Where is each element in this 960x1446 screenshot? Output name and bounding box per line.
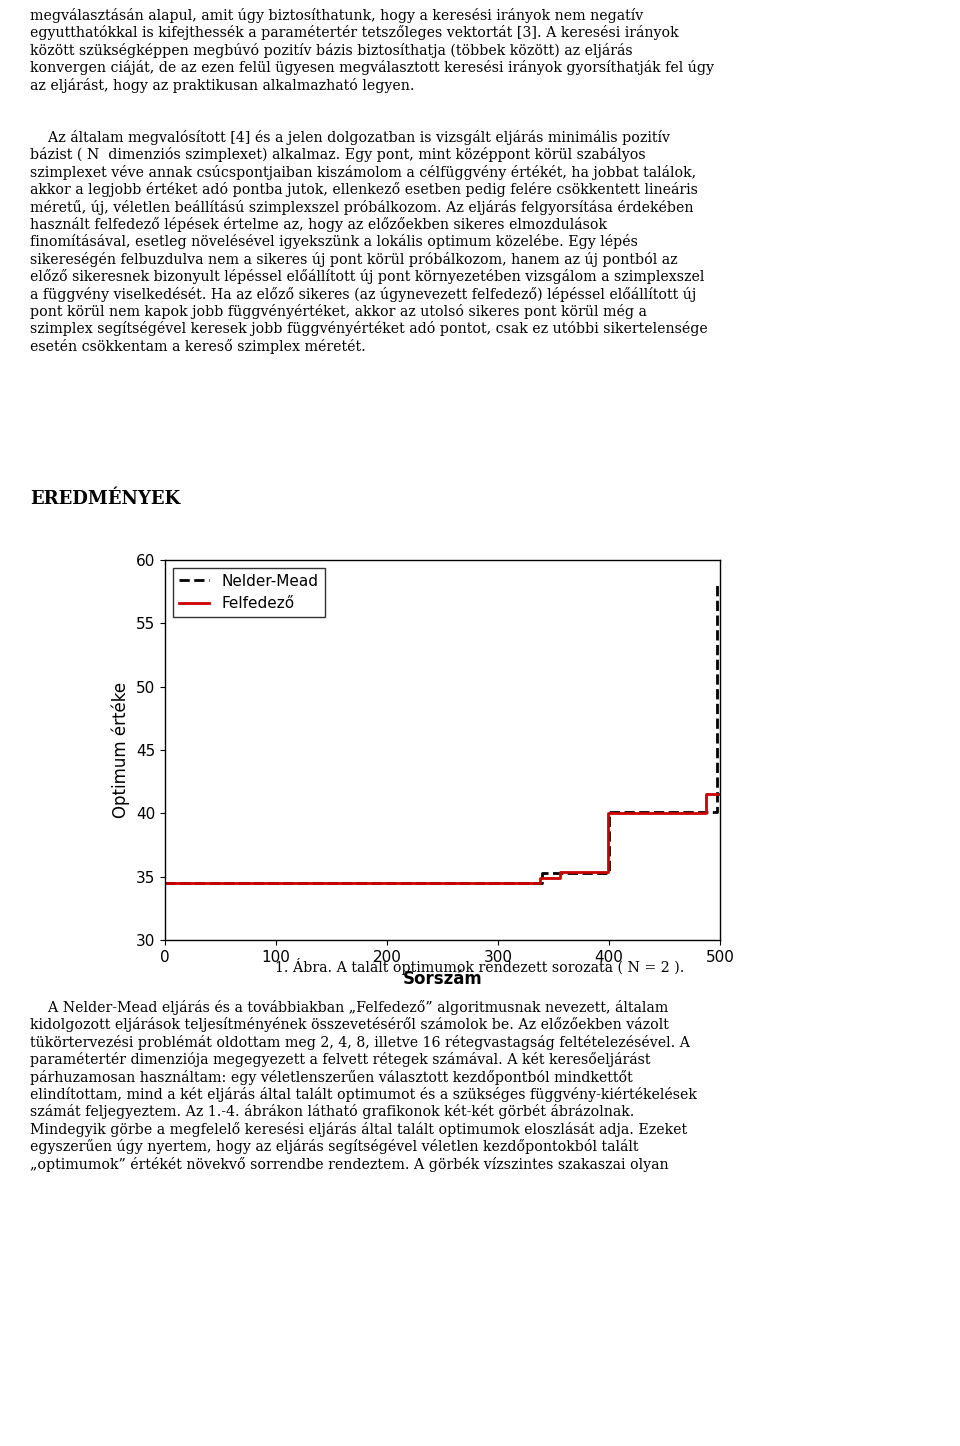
Text: 1. Ábra. A talált optimumok rendezett sorozata ( N = 2 ).: 1. Ábra. A talált optimumok rendezett so… <box>276 959 684 975</box>
Nelder-Mead <box>714 577 726 594</box>
Nelder-Mead <box>537 865 548 882</box>
Line: Nelder-Mead: Nelder-Mead <box>165 586 720 884</box>
Nelder-Mead <box>603 804 614 821</box>
Text: A Nelder-Mead eljárás és a továbbiakban „Felfedező” algoritmusnak nevezett, álta: A Nelder-Mead eljárás és a továbbiakban … <box>30 1001 697 1171</box>
Legend: Nelder-Mead, Felfedező: Nelder-Mead, Felfedező <box>173 568 324 617</box>
Felfedező <box>700 785 711 803</box>
Line: Felfedező: Felfedező <box>165 794 720 884</box>
Felfedező <box>535 869 546 886</box>
Text: Az általam megvalósított [4] és a jelen dolgozatban is vizsgált eljárás minimáli: Az általam megvalósított [4] és a jelen … <box>30 130 708 354</box>
Nelder-Mead <box>711 577 723 594</box>
Nelder-Mead <box>603 865 614 882</box>
Text: megválasztásán alapul, amit úgy biztosíthatunk, hogy a keresési irányok nem nega: megválasztásán alapul, amit úgy biztosít… <box>30 9 714 93</box>
X-axis label: Sorszám: Sorszám <box>402 970 482 988</box>
Nelder-Mead <box>537 875 548 892</box>
Felfedező <box>602 804 613 821</box>
Nelder-Mead <box>557 865 568 882</box>
Felfedező <box>159 875 171 892</box>
Felfedező <box>535 875 546 892</box>
Felfedező <box>700 804 711 821</box>
Nelder-Mead <box>159 875 171 892</box>
Felfedező <box>555 869 566 886</box>
Felfedező <box>555 863 566 881</box>
Text: EREDMÉNYEK: EREDMÉNYEK <box>30 490 180 508</box>
Felfedező <box>602 863 613 881</box>
Y-axis label: Optimum értéke: Optimum értéke <box>112 683 131 818</box>
Nelder-Mead <box>557 865 568 882</box>
Nelder-Mead <box>711 804 723 821</box>
Felfedező <box>714 785 726 803</box>
